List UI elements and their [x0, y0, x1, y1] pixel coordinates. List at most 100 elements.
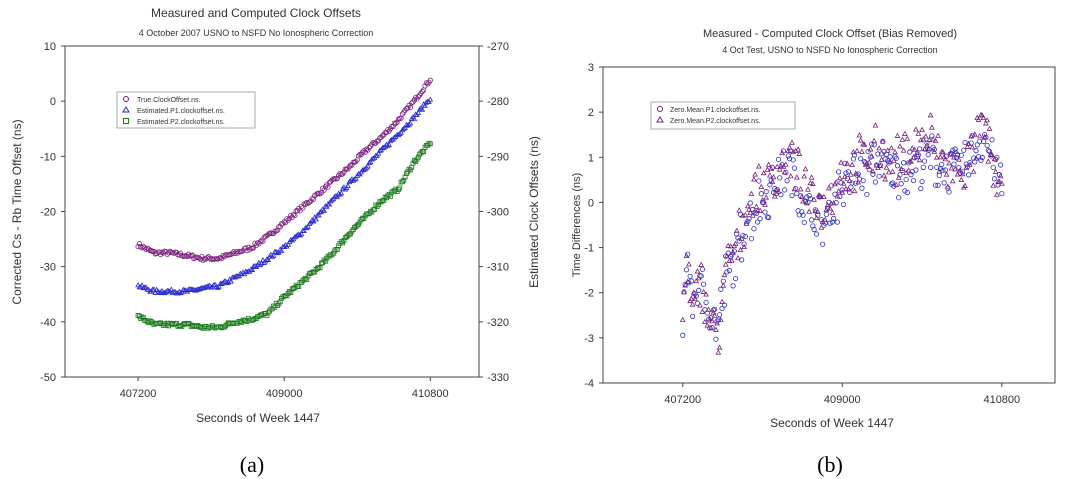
chart-a-point: [346, 231, 352, 237]
chart-a-point: [355, 153, 362, 159]
chart-b-point: [735, 254, 741, 261]
chart-b-point: [824, 202, 831, 208]
chart-b-point: [983, 134, 989, 141]
chart-a-point: [205, 254, 212, 260]
chart-b-point: [831, 215, 837, 222]
chart-a-point: [375, 150, 382, 156]
chart-a-point: [338, 190, 345, 196]
chart-a-point: [205, 283, 212, 289]
chart-a-y2-tick-label: -330: [487, 372, 509, 384]
chart-b-point: [974, 142, 980, 148]
chart-b-point: [741, 243, 747, 249]
chart-b-point: [786, 144, 793, 150]
chart-a-point: [151, 322, 157, 327]
chart-b-point: [884, 147, 891, 153]
chart-a-x-axis-label: Seconds of Week 1447: [196, 411, 320, 425]
chart-b-point: [919, 178, 925, 185]
chart-b-point: [705, 306, 712, 312]
chart-b-point: [867, 154, 874, 160]
chart-b-point: [932, 182, 939, 188]
chart-b-point: [701, 281, 707, 287]
chart-a-point: [373, 202, 379, 208]
chart-b-point: [796, 212, 802, 218]
chart-b-point: [990, 164, 996, 170]
chart-a-point: [423, 80, 429, 86]
chart-b-point: [890, 157, 897, 164]
chart-b-point: [807, 179, 814, 186]
chart-b-point: [827, 205, 833, 211]
chart-b-point: [829, 219, 836, 225]
chart-a-point: [260, 256, 266, 263]
chart-b-point: [962, 182, 968, 188]
chart-b-point: [976, 133, 983, 139]
chart-a-point: [384, 142, 391, 148]
chart-a-point: [383, 129, 390, 136]
chart-a-point: [402, 124, 408, 131]
chart-b-point: [701, 318, 708, 325]
chart-b-point: [776, 166, 783, 172]
chart-b-point: [703, 291, 709, 297]
chart-a-y2-axis: -270 -280 -290 -300 -310 -320 -330: [479, 41, 509, 384]
chart-b-point: [779, 149, 786, 156]
chart-a-point: [363, 146, 370, 152]
chart-a-x-tick-label: 407200: [120, 388, 157, 400]
chart-a-point: [269, 253, 276, 259]
chart-a-point: [157, 289, 164, 295]
chart-b-point: [894, 132, 901, 138]
chart-a-point: [189, 252, 196, 258]
chart-a-point: [220, 252, 226, 259]
chart-a-point: [401, 177, 407, 183]
chart-a-point: [317, 191, 323, 197]
chart-b-point: [746, 215, 752, 222]
chart-b-point: [764, 166, 771, 172]
chart-a-point: [228, 278, 234, 284]
chart-b-point: [774, 163, 781, 169]
chart-b-point: [755, 219, 761, 225]
chart-a-point: [331, 193, 338, 200]
chart-a-point: [139, 282, 145, 288]
chart-b-point: [951, 154, 957, 160]
chart-b-y-axis-label: Time Differences (ns): [571, 173, 583, 278]
chart-a-point: [379, 133, 386, 139]
chart-b-point: [895, 174, 902, 180]
chart-b-point: [808, 174, 815, 180]
chart-a-point: [289, 286, 295, 292]
chart-b-point: [991, 176, 998, 182]
chart-a-point: [321, 207, 327, 214]
chart-b-point: [768, 165, 774, 172]
chart-b-point: [726, 267, 732, 274]
chart-a-point: [303, 224, 310, 231]
chart-b-point: [987, 151, 994, 157]
chart-b-point: [680, 332, 686, 338]
chart-a-x-tick-label: 409000: [266, 388, 303, 400]
chart-a-point: [274, 227, 281, 233]
chart-b-point: [855, 179, 862, 185]
chart-a-y2-tick-label: -290: [487, 151, 509, 163]
chart-b-point: [879, 138, 886, 144]
chart-b-x-axis: 407200 409000 410800: [664, 383, 1020, 406]
chart-b-point: [904, 135, 911, 141]
chart-a-point: [393, 120, 399, 126]
chart-b-point: [899, 136, 906, 142]
chart-b-point: [942, 156, 949, 162]
chart-a-point: [270, 252, 277, 258]
chart-a-point: [366, 159, 373, 165]
chart-b-point: [985, 147, 991, 154]
chart-a-point: [362, 166, 369, 172]
chart-b-point: [876, 145, 882, 151]
chart-b-point: [889, 168, 896, 174]
chart-b-point: [839, 189, 846, 195]
chart-b-point: [818, 224, 825, 230]
chart-a-point: [376, 202, 381, 208]
chart-b-point: [936, 168, 943, 174]
chart-a-point: [336, 243, 342, 249]
chart-b-point: [749, 212, 756, 218]
chart-a-point: [398, 129, 404, 135]
chart-b-point: [688, 278, 694, 284]
chart-b-point: [785, 153, 791, 159]
chart-b-point: [935, 182, 941, 188]
chart-b-point: [694, 268, 701, 274]
chart-b-point: [994, 191, 1000, 197]
chart-b-point: [741, 241, 747, 247]
chart-b-point: [869, 141, 875, 147]
